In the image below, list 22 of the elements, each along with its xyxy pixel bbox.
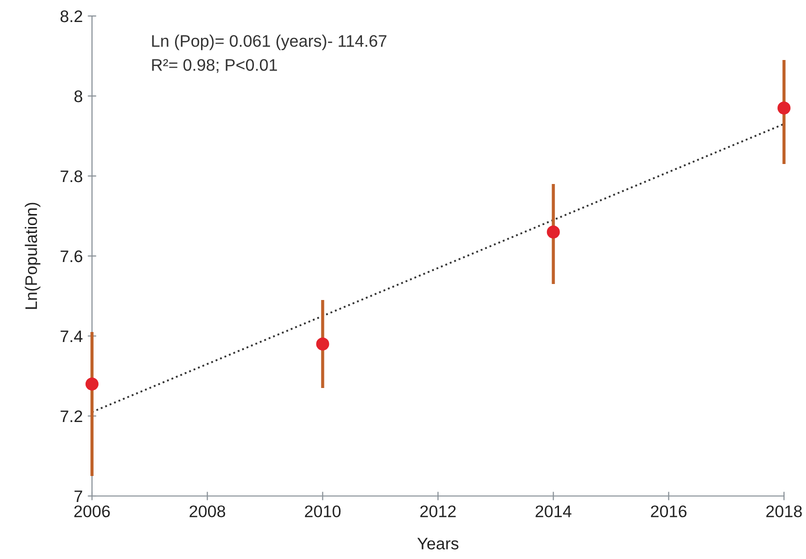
point <box>85 377 99 391</box>
x-tick-label: 2014 <box>536 505 572 518</box>
annotation: R²= 0.98; P<0.01 <box>152 59 277 73</box>
y-tick-label: 7 <box>74 490 82 502</box>
x-tick-label: 2006 <box>74 505 110 518</box>
y-tick-label: 7.2 <box>60 410 82 422</box>
point <box>316 337 330 351</box>
annotation: Ln (Pop)= 0.061 (years)- 114.67 <box>152 34 386 50</box>
y-axis-title: Ln(Population) <box>24 202 40 309</box>
y-tick-label: 8.2 <box>60 10 82 22</box>
point <box>546 225 560 239</box>
y-tick-label: 8 <box>74 90 82 102</box>
x-tick-label: 2018 <box>766 505 802 518</box>
y-tick-label: 7.4 <box>60 330 82 342</box>
x-tick-label: 2012 <box>420 505 456 518</box>
point <box>777 101 791 115</box>
y-tick-label: 7.6 <box>60 250 82 262</box>
x-axis-title: Years <box>417 538 458 550</box>
y-tick-label: 7.8 <box>60 170 82 182</box>
x-tick-label: 2008 <box>190 505 226 518</box>
x-tick-label: 2016 <box>650 505 686 518</box>
x-tick-label: 2010 <box>304 505 341 518</box>
